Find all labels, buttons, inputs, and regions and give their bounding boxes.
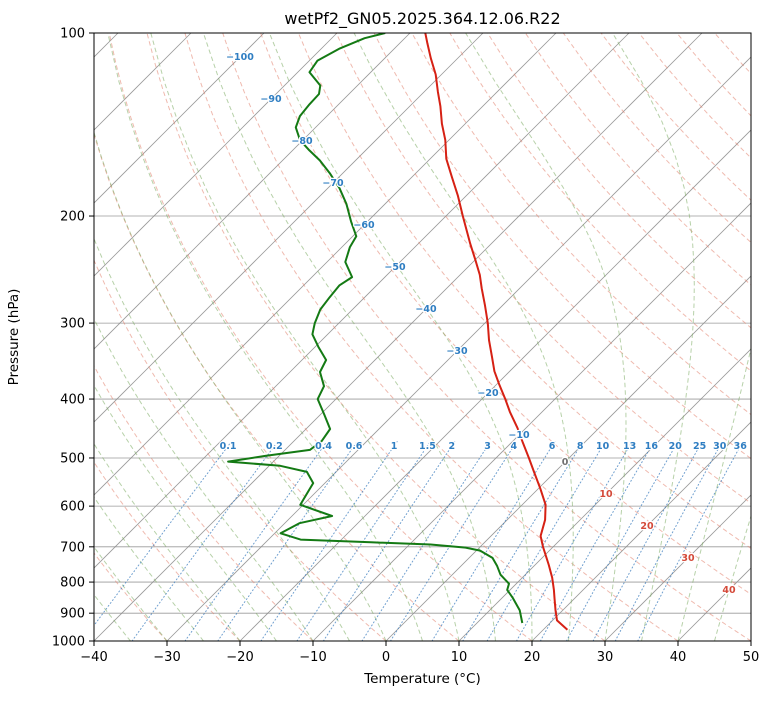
svg-text:1: 1 (391, 441, 398, 452)
x-tick-label: −40 (80, 650, 107, 665)
y-tick-label: 700 (60, 540, 85, 555)
svg-text:6: 6 (549, 441, 556, 452)
x-tick-label: 0 (382, 650, 390, 665)
svg-text:25: 25 (693, 441, 706, 452)
svg-text:40: 40 (722, 585, 736, 596)
svg-text:−20: −20 (477, 388, 499, 399)
svg-text:−40: −40 (415, 304, 437, 315)
svg-text:10: 10 (596, 441, 610, 452)
svg-text:0.4: 0.4 (315, 441, 332, 452)
svg-text:8: 8 (577, 441, 584, 452)
svg-text:1.5: 1.5 (419, 441, 436, 452)
svg-text:0.1: 0.1 (220, 441, 237, 452)
svg-text:−90: −90 (260, 94, 282, 105)
x-tick-label: −20 (226, 650, 253, 665)
x-tick-label: 30 (597, 650, 614, 665)
svg-text:0: 0 (562, 457, 569, 468)
svg-text:−80: −80 (291, 136, 313, 147)
svg-text:30: 30 (681, 553, 695, 564)
x-tick-label: −10 (299, 650, 326, 665)
svg-text:4: 4 (510, 441, 517, 452)
dewpoint-trace (227, 33, 524, 624)
y-tick-label: 800 (60, 576, 85, 591)
y-tick-label: 1000 (52, 635, 85, 650)
svg-text:−60: −60 (353, 220, 375, 231)
y-tick-label: 400 (60, 393, 85, 408)
svg-text:−50: −50 (384, 262, 406, 273)
y-tick-label: 900 (60, 607, 85, 622)
y-tick-label: 300 (60, 317, 85, 332)
svg-text:16: 16 (645, 441, 659, 452)
x-tick-label: −30 (153, 650, 180, 665)
svg-text:20: 20 (669, 441, 683, 452)
svg-text:13: 13 (623, 441, 636, 452)
svg-text:0.2: 0.2 (266, 441, 283, 452)
chart-title: wetPf2_GN05.2025.364.12.06.R22 (284, 9, 561, 28)
y-tick-label: 600 (60, 500, 85, 515)
y-tick-label: 100 (60, 27, 85, 42)
svg-text:20: 20 (640, 521, 654, 532)
y-axis-label: Pressure (hPa) (6, 288, 22, 386)
svg-text:10: 10 (599, 489, 613, 500)
svg-text:2: 2 (448, 441, 455, 452)
svg-text:−30: −30 (446, 346, 468, 357)
svg-text:−70: −70 (322, 178, 344, 189)
temperature-trace (424, 33, 569, 631)
x-tick-label: 40 (670, 650, 687, 665)
x-tick-label: 10 (451, 650, 468, 665)
svg-text:−100: −100 (226, 52, 254, 63)
x-tick-label: 50 (743, 650, 760, 665)
y-tick-label: 200 (60, 210, 85, 225)
x-axis-label: Temperature (°C) (364, 671, 481, 687)
x-tick-label: 20 (524, 650, 541, 665)
svg-text:0.6: 0.6 (346, 441, 363, 452)
y-tick-label: 500 (60, 452, 85, 467)
svg-text:−10: −10 (508, 430, 530, 441)
svg-text:30: 30 (713, 441, 727, 452)
svg-text:3: 3 (484, 441, 491, 452)
svg-text:36: 36 (734, 441, 748, 452)
